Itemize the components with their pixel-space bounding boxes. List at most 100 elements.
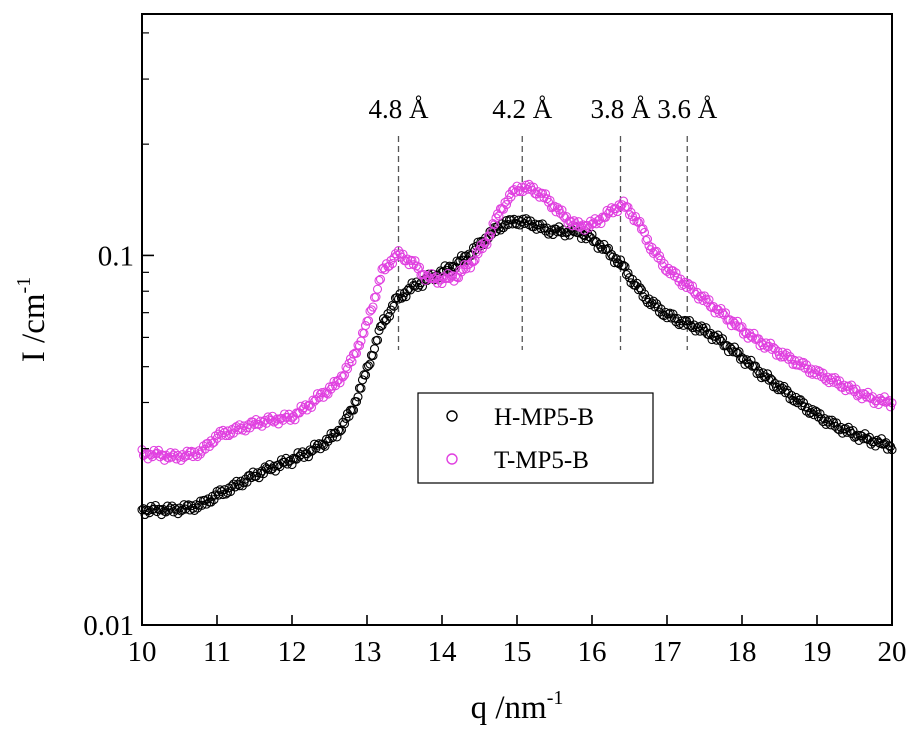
data-point: [618, 260, 629, 270]
legend-marker-h-mp5-b: [446, 410, 458, 422]
data-point: [756, 337, 767, 348]
data-point: [548, 202, 558, 212]
data-point: [206, 497, 216, 507]
data-point: [425, 274, 435, 284]
series-layer: [137, 179, 897, 520]
data-point: [330, 428, 341, 438]
data-point: [825, 420, 836, 430]
data-point: [627, 211, 638, 222]
data-point: [767, 375, 777, 385]
data-point: [461, 264, 471, 274]
data-point: [332, 432, 342, 442]
data-point: [632, 278, 642, 288]
data-point: [377, 321, 387, 331]
x-tick-label: 10: [128, 636, 157, 668]
data-point: [330, 381, 341, 391]
data-point: [452, 256, 462, 266]
data-point: [728, 347, 738, 357]
data-point: [302, 405, 312, 415]
data-point: [803, 403, 813, 413]
data-point: [729, 342, 740, 352]
data-point: [201, 499, 212, 509]
data-point: [603, 208, 614, 218]
data-point: [615, 255, 626, 265]
data-point: [498, 204, 509, 214]
data-point: [791, 392, 801, 402]
data-point: [222, 426, 233, 436]
data-point: [611, 254, 621, 264]
data-point: [342, 364, 353, 374]
data-point: [317, 439, 327, 449]
data-point: [384, 311, 395, 321]
data-point: [557, 205, 567, 215]
data-point: [146, 450, 156, 460]
x-tick-label: 16: [578, 636, 607, 668]
x-tick-label: 11: [203, 636, 231, 668]
data-point: [767, 344, 777, 354]
data-point: [639, 289, 650, 299]
data-point: [705, 302, 716, 312]
data-point: [558, 211, 569, 221]
data-point: [717, 308, 728, 318]
data-point: [429, 274, 440, 284]
data-point: [224, 430, 234, 441]
data-point: [537, 188, 548, 198]
data-point: [219, 485, 230, 495]
data-point: [396, 293, 407, 303]
x-tick-label: 19: [803, 636, 832, 668]
data-point: [654, 251, 665, 261]
data-point: [612, 258, 623, 268]
data-point: [561, 212, 572, 222]
data-point: [354, 341, 365, 351]
data-point: [156, 509, 167, 520]
data-point: [323, 389, 333, 399]
series-h-mp5-b: [137, 214, 897, 520]
data-point: [845, 426, 855, 436]
data-point: [777, 383, 788, 393]
data-point: [831, 375, 842, 385]
data-point: [525, 216, 536, 226]
data-point: [327, 381, 338, 391]
data-point: [269, 461, 279, 471]
data-point: [308, 395, 318, 405]
data-point: [501, 200, 512, 210]
data-point: [365, 359, 375, 369]
data-point: [372, 284, 383, 294]
data-point: [813, 366, 824, 376]
data-point: [495, 225, 506, 235]
data-point: [786, 390, 797, 400]
data-point: [735, 354, 746, 364]
data-point: [485, 231, 495, 241]
data-point: [257, 421, 267, 431]
data-point: [155, 504, 165, 515]
data-point: [630, 211, 641, 222]
data-point: [335, 426, 345, 436]
annotation-label: 3.6 Å: [657, 94, 718, 124]
data-point: [749, 328, 759, 338]
data-point: [159, 455, 170, 465]
data-point: [363, 361, 374, 371]
x-axis-title: q /nm-1: [471, 687, 564, 726]
data-point: [641, 235, 651, 245]
data-point: [333, 425, 344, 435]
data-point: [200, 444, 210, 454]
y-tick-label: 0.1: [98, 240, 134, 272]
data-point: [482, 239, 492, 250]
data-point: [551, 207, 561, 217]
data-point: [714, 334, 725, 344]
data-point: [774, 380, 785, 390]
data-point: [689, 287, 699, 297]
series-t-mp5-b: [137, 179, 897, 465]
data-point: [782, 348, 792, 358]
data-point: [407, 255, 417, 266]
legend: H-MP5-B T-MP5-B: [417, 392, 654, 484]
data-point: [363, 316, 374, 326]
x-axis-title-main: q /nm: [471, 690, 547, 726]
data-point: [341, 413, 351, 423]
data-point: [368, 302, 378, 312]
data-point: [746, 355, 756, 365]
data-point: [285, 455, 296, 465]
data-point: [329, 376, 339, 386]
data-point: [437, 278, 447, 289]
